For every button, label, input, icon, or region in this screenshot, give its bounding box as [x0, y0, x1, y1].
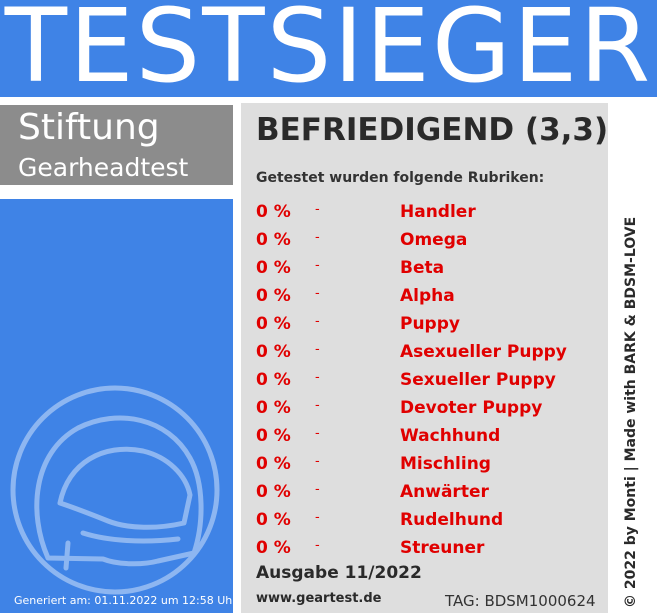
- category-name: Omega: [400, 230, 468, 250]
- copyright-credit: © 2022 by Monti | Made with BARK & BDSM-…: [623, 216, 639, 608]
- generated-timestamp: Generiert am: 01.11.2022 um 12:58 Uhr: [14, 594, 237, 607]
- helmet-icon: [10, 385, 220, 595]
- category-separator: -: [315, 482, 320, 497]
- category-separator: -: [315, 370, 320, 385]
- category-separator: -: [315, 454, 320, 469]
- category-separator: -: [315, 258, 320, 273]
- category-separator: -: [315, 314, 320, 329]
- category-percent: 0 %: [256, 510, 291, 530]
- category-separator: -: [315, 398, 320, 413]
- category-separator: -: [315, 342, 320, 357]
- category-percent: 0 %: [256, 314, 291, 334]
- brand-subname: Gearheadtest: [18, 153, 189, 182]
- category-percent: 0 %: [256, 482, 291, 502]
- brand-name: Stiftung: [18, 107, 160, 148]
- category-name: Streuner: [400, 538, 485, 558]
- category-name: Sexueller Puppy: [400, 370, 556, 390]
- category-separator: -: [315, 426, 320, 441]
- category-percent: 0 %: [256, 258, 291, 278]
- category-percent: 0 %: [256, 342, 291, 362]
- category-name: Alpha: [400, 286, 455, 306]
- categories-subtitle: Getestet wurden folgende Rubriken:: [256, 170, 545, 186]
- category-percent: 0 %: [256, 370, 291, 390]
- result-panel: [241, 103, 608, 613]
- category-name: Asexueller Puppy: [400, 342, 567, 362]
- category-separator: -: [315, 538, 320, 553]
- testsieger-title: TESTSIEGER: [4, 0, 653, 106]
- category-separator: -: [315, 230, 320, 245]
- rating-heading: BEFRIEDIGEND (3,3): [256, 112, 609, 148]
- category-percent: 0 %: [256, 538, 291, 558]
- issue-label: Ausgabe 11/2022: [256, 563, 422, 583]
- tag-label: TAG: BDSM1000624: [445, 592, 596, 610]
- category-percent: 0 %: [256, 230, 291, 250]
- header-band: TESTSIEGER: [0, 0, 657, 106]
- category-separator: -: [315, 202, 320, 217]
- category-percent: 0 %: [256, 454, 291, 474]
- category-percent: 0 %: [256, 398, 291, 418]
- category-name: Handler: [400, 202, 476, 222]
- category-name: Beta: [400, 258, 445, 278]
- category-name: Rudelhund: [400, 510, 504, 530]
- category-percent: 0 %: [256, 426, 291, 446]
- category-percent: 0 %: [256, 202, 291, 222]
- category-name: Devoter Puppy: [400, 398, 543, 418]
- category-percent: 0 %: [256, 286, 291, 306]
- brand-box: Stiftung Gearheadtest: [0, 105, 233, 185]
- category-name: Anwärter: [400, 482, 489, 502]
- category-name: Wachhund: [400, 426, 501, 446]
- category-name: Mischling: [400, 454, 491, 474]
- category-separator: -: [315, 286, 320, 301]
- category-separator: -: [315, 510, 320, 525]
- category-name: Puppy: [400, 314, 460, 334]
- website-link[interactable]: www.geartest.de: [256, 591, 382, 606]
